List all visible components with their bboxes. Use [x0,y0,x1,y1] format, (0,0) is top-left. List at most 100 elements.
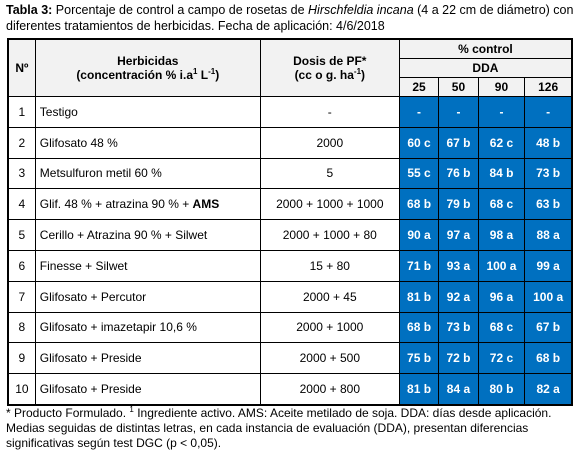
control-value: 68 c [477,188,526,221]
superscript: -1 [208,67,216,76]
caption: Tabla 3: Porcentaje de control a campo d… [6,2,578,34]
control-value: 82 a [524,373,573,406]
control-value: 55 c [398,157,440,190]
dose: 15 + 80 [259,249,400,282]
dose: 2000 + 500 [259,342,400,375]
table-row: 1 Testigo - - - - - [7,96,573,128]
control-value: - [438,96,479,128]
day-header: 126 [524,77,573,97]
herbicide-cell: Glifosato 48 % [34,126,261,159]
control-value: 71 b [398,249,440,282]
control-value: 84 b [477,157,526,190]
caption-text: Porcentaje de control a campo de rosetas… [52,3,309,17]
herbicide: Glif. 48 % + atrazina 90 % + [39,197,193,212]
control-value: 90 a [398,219,440,251]
control-value: - [524,96,573,128]
control-value: 73 b [438,311,479,344]
dose: - [259,96,400,128]
control-value: 72 c [477,342,526,375]
control-value: 88 a [524,219,573,251]
table-row: 9 Glifosato + Preside 2000 + 500 75 b 72 b 72… [7,342,573,375]
control-value: 98 a [477,219,526,251]
control-value: 68 c [477,311,526,344]
caption-text: (4 a 22 cm de diámetro) con diferentes t… [6,3,574,33]
control-value: 100 a [524,280,573,313]
superscript: 1 [193,67,198,76]
table-row: 4 Glif. 48 % + atrazina 90 % + AMS 2000 + … [7,188,573,221]
control-value: 48 b [524,126,573,159]
control-value: 97 a [438,219,479,251]
control-value: 76 b [438,157,479,190]
herbicide-cell: Glifosato + Preside [34,342,261,375]
control-value: 100 a [477,249,526,282]
footnote: * Producto Formulado. 1 Ingrediente acti… [6,406,576,451]
herbicide-bold: AMS [192,197,220,212]
dose: 2000 + 800 [259,373,400,406]
herbicide: Glifosato + Preside [39,351,142,366]
dose: 2000 + 1000 + 1000 [259,188,400,221]
header-text: Dosis de PF* [293,54,367,68]
control-value: 79 b [438,188,479,221]
control-value: 62 c [477,126,526,159]
header-cell: % control [398,38,573,59]
control-value: - [477,96,526,128]
control-value: 68 b [524,342,573,375]
header-cell: Nº [7,38,36,97]
results-table: Nº Herbicidas (concentración % i.a1 L-1) … [7,38,573,406]
table-row: 7 Glifosato + Percutor 2000 + 45 81 b 92 a 96… [7,280,573,313]
superscript: -1 [353,67,362,76]
table-row: 3 Metsulfuron metil 60 % 5 55 c 76 b 84 b 73 b [7,157,573,190]
control-value: 81 b [398,280,440,313]
row-number: 8 [7,311,36,344]
dose: 2000 [259,126,400,159]
herbicide: Glifosato + Percutor [39,289,147,304]
row-number: 2 [7,126,36,159]
row-number: 1 [7,96,36,128]
control-value: 96 a [477,280,526,313]
control-value: 72 b [438,342,479,375]
row-number: 5 [7,219,36,251]
dose: 2000 + 1000 [259,311,400,344]
herbicide-cell: Glifosato + Percutor [34,280,261,313]
row-number: 4 [7,188,36,221]
control-value: 67 b [524,311,573,344]
control-value: 80 b [477,373,526,406]
herbicide-cell: Glifosato + imazetapir 10,6 % [34,311,261,344]
header-text: ) [215,68,220,82]
table-row: 8 Glifosato + imazetapir 10,6 % 2000 + 100… [7,311,573,344]
control-value: 75 b [398,342,440,375]
table-row: 2 Glifosato 48 % 2000 60 c 67 b 62 c 48 b [7,126,573,159]
herbicide: Glifosato + imazetapir 10,6 % [39,320,197,335]
herbicide-cell: Finesse + Silwet [34,249,261,282]
dose: 2000 + 1000 + 80 [259,219,400,251]
control-value: 81 b [398,373,440,406]
herbicide: Testigo [39,104,78,119]
day-header: 25 [398,77,440,97]
footnote-text: Ingrediente activo. AMS: Aceite metilado… [6,406,552,450]
header-cell: DDA [398,58,573,78]
control-value: 60 c [398,126,440,159]
herbicide-cell: Testigo [34,96,261,128]
header-text: (cc o g. ha [294,68,354,82]
control-value: 93 a [438,249,479,282]
row-number: 3 [7,157,36,190]
species: Hirschfeldia incana [308,3,414,17]
control-value: 84 a [438,373,479,406]
herbicide: Cerillo + Atrazina 90 % + Silwet [39,228,208,243]
control-value: 68 b [398,188,440,221]
control-value: 68 b [398,311,440,344]
header-cell: Dosis de PF* (cc o g. ha-1) [259,38,400,97]
herbicide: Finesse + Silwet [39,258,128,273]
header-text: L [197,68,209,82]
herbicide: Glifosato 48 % [39,135,118,150]
row-number: 6 [7,249,36,282]
herbicide-cell: Glif. 48 % + atrazina 90 % + AMS [34,188,261,221]
control-value: - [398,96,440,128]
control-value: 99 a [524,249,573,282]
control-value: 73 b [524,157,573,190]
herbicide-cell: Glifosato + Preside [34,373,261,406]
footnote-text: * Producto Formulado. [6,406,130,420]
herbicide: Glifosato + Preside [39,382,142,397]
